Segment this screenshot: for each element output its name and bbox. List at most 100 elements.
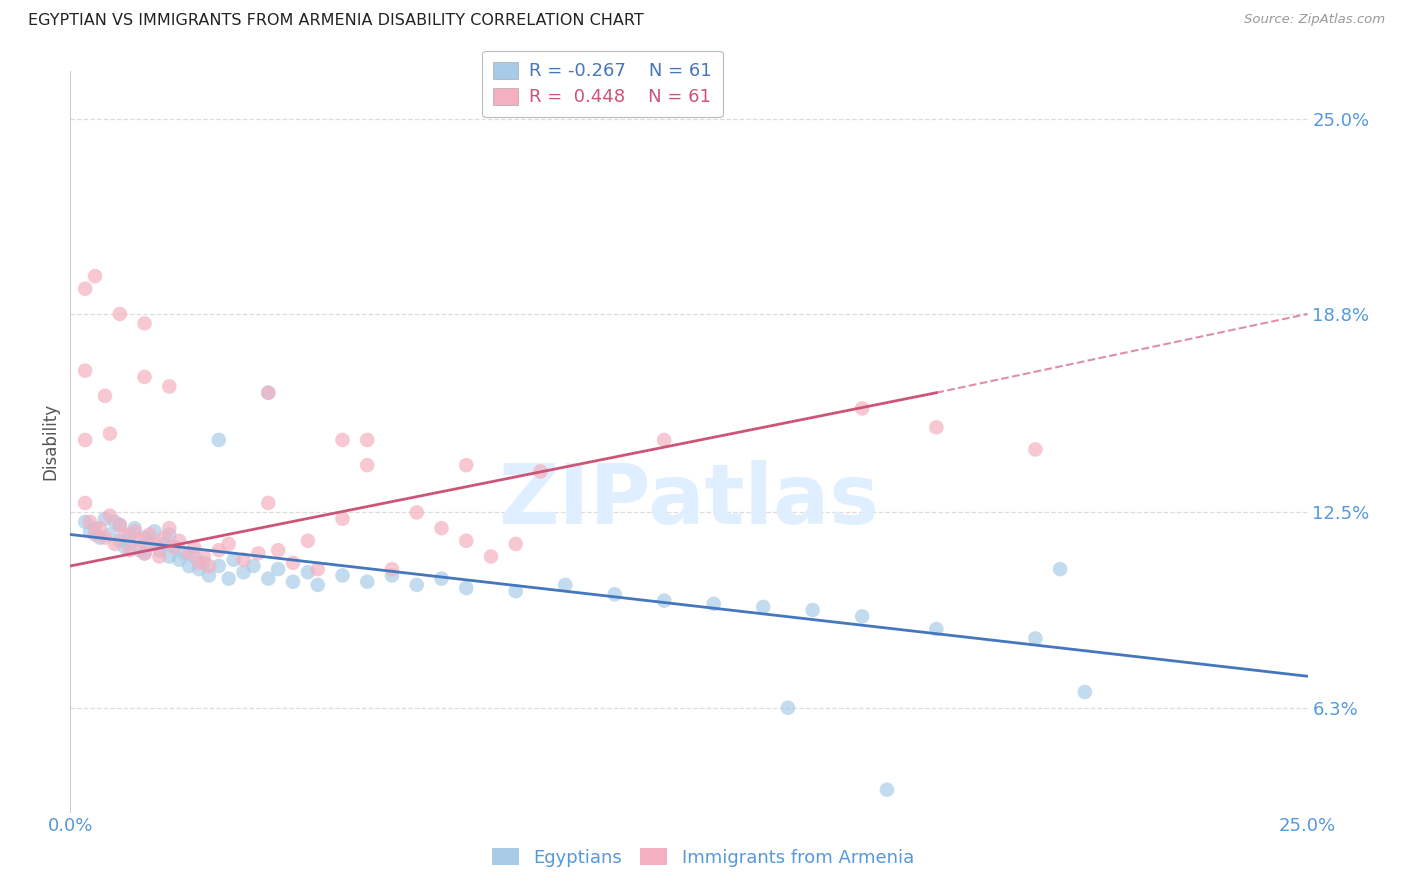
Point bbox=[307, 562, 329, 576]
Point bbox=[332, 568, 354, 582]
Point bbox=[851, 609, 873, 624]
Point bbox=[851, 401, 873, 416]
Point bbox=[104, 537, 127, 551]
Point bbox=[281, 574, 304, 589]
Point bbox=[157, 379, 180, 393]
Point bbox=[1024, 442, 1046, 457]
Legend: R = -0.267    N = 61, R =  0.448    N = 61: R = -0.267 N = 61, R = 0.448 N = 61 bbox=[482, 51, 723, 117]
Point bbox=[138, 527, 160, 541]
Point bbox=[118, 527, 141, 541]
Point bbox=[108, 518, 131, 533]
Point bbox=[456, 533, 478, 548]
Point bbox=[332, 512, 354, 526]
Point bbox=[703, 597, 725, 611]
Point bbox=[652, 433, 675, 447]
Point bbox=[118, 537, 141, 551]
Point bbox=[114, 527, 136, 541]
Point bbox=[332, 433, 354, 447]
Point bbox=[801, 603, 824, 617]
Point bbox=[167, 552, 190, 566]
Point bbox=[75, 364, 97, 378]
Point bbox=[163, 540, 186, 554]
Point bbox=[1049, 562, 1071, 576]
Point bbox=[193, 549, 215, 564]
Point bbox=[307, 578, 329, 592]
Point bbox=[267, 562, 290, 576]
Point bbox=[173, 546, 195, 560]
Point bbox=[247, 546, 270, 560]
Point bbox=[479, 549, 502, 564]
Point bbox=[157, 549, 180, 564]
Legend: Egyptians, Immigrants from Armenia: Egyptians, Immigrants from Armenia bbox=[485, 841, 921, 874]
Point bbox=[257, 496, 280, 510]
Point bbox=[198, 568, 221, 582]
Point bbox=[75, 433, 97, 447]
Point bbox=[163, 540, 186, 554]
Point bbox=[157, 521, 180, 535]
Point bbox=[134, 370, 156, 384]
Point bbox=[208, 559, 231, 574]
Point bbox=[143, 537, 166, 551]
Point bbox=[198, 559, 221, 574]
Point bbox=[157, 527, 180, 541]
Point bbox=[356, 574, 378, 589]
Point bbox=[75, 515, 97, 529]
Point bbox=[188, 556, 211, 570]
Point bbox=[134, 546, 156, 560]
Point bbox=[405, 505, 427, 519]
Point bbox=[84, 269, 107, 284]
Point bbox=[98, 508, 121, 523]
Point bbox=[297, 533, 319, 548]
Text: ZIPatlas: ZIPatlas bbox=[499, 460, 879, 541]
Point bbox=[257, 385, 280, 400]
Point bbox=[208, 433, 231, 447]
Point bbox=[430, 572, 453, 586]
Point bbox=[94, 512, 117, 526]
Point bbox=[554, 578, 576, 592]
Point bbox=[89, 521, 111, 535]
Point bbox=[94, 531, 117, 545]
Point bbox=[177, 559, 200, 574]
Point bbox=[603, 587, 626, 601]
Point bbox=[124, 521, 146, 535]
Point bbox=[876, 782, 898, 797]
Point bbox=[188, 562, 211, 576]
Point bbox=[98, 527, 121, 541]
Point bbox=[167, 533, 190, 548]
Point bbox=[98, 426, 121, 441]
Point bbox=[94, 389, 117, 403]
Point bbox=[456, 581, 478, 595]
Point bbox=[124, 524, 146, 539]
Point bbox=[1024, 632, 1046, 646]
Text: Source: ZipAtlas.com: Source: ZipAtlas.com bbox=[1244, 13, 1385, 27]
Point bbox=[79, 515, 101, 529]
Point bbox=[242, 559, 264, 574]
Point bbox=[297, 566, 319, 580]
Point bbox=[108, 518, 131, 533]
Point bbox=[114, 540, 136, 554]
Point bbox=[456, 458, 478, 472]
Point bbox=[281, 556, 304, 570]
Point bbox=[128, 543, 150, 558]
Point bbox=[218, 537, 240, 551]
Point bbox=[104, 515, 127, 529]
Point bbox=[381, 562, 404, 576]
Point bbox=[356, 458, 378, 472]
Point bbox=[75, 496, 97, 510]
Point bbox=[430, 521, 453, 535]
Point bbox=[505, 537, 527, 551]
Point bbox=[752, 599, 775, 614]
Point bbox=[153, 537, 176, 551]
Point bbox=[257, 385, 280, 400]
Point bbox=[148, 549, 170, 564]
Y-axis label: Disability: Disability bbox=[41, 403, 59, 480]
Point bbox=[84, 521, 107, 535]
Point bbox=[134, 531, 156, 545]
Point bbox=[108, 533, 131, 548]
Point bbox=[128, 533, 150, 548]
Point bbox=[381, 568, 404, 582]
Point bbox=[405, 578, 427, 592]
Point bbox=[89, 531, 111, 545]
Point bbox=[177, 546, 200, 560]
Point bbox=[143, 524, 166, 539]
